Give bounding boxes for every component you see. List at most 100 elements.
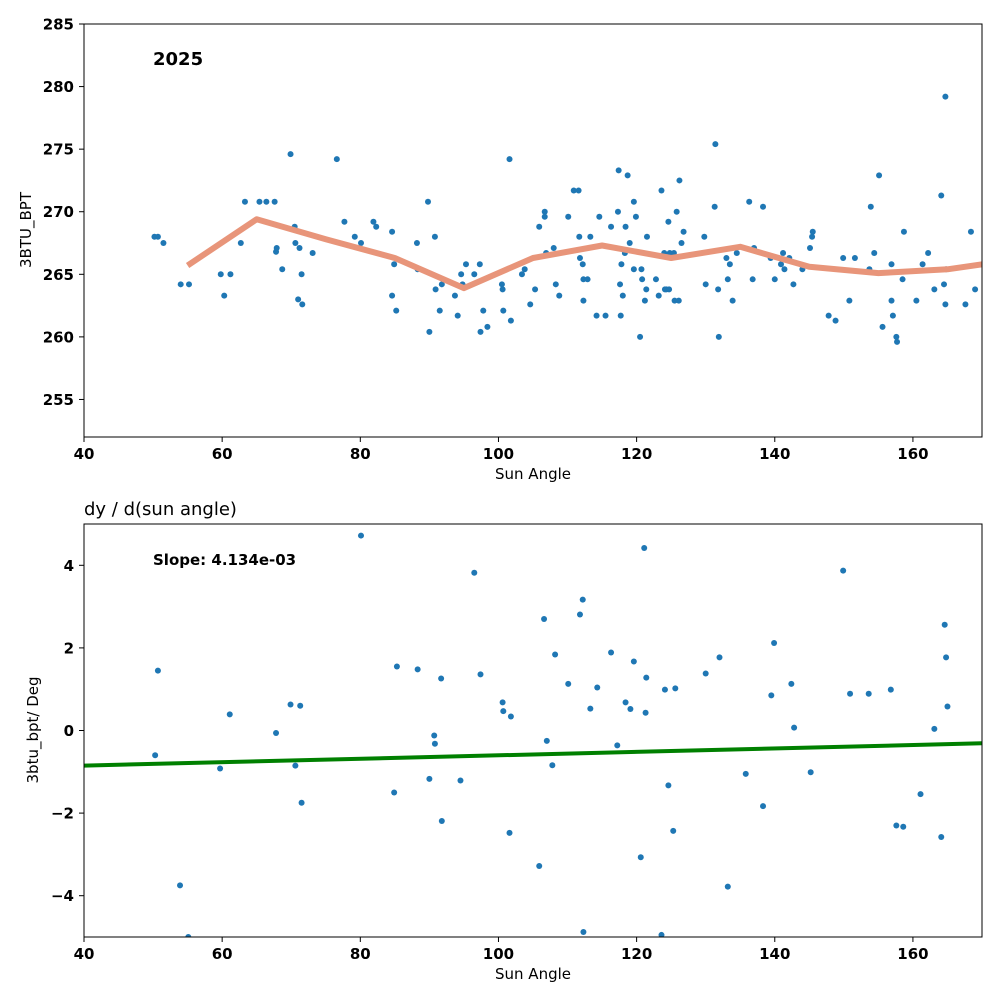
- bottom-data-point: [177, 882, 184, 889]
- top-data-point: [580, 276, 587, 283]
- bottom-data-point: [931, 725, 938, 732]
- top-data-point: [436, 307, 443, 314]
- top-x-tick-label: 100: [483, 445, 514, 463]
- bottom-data-point: [587, 705, 594, 712]
- bottom-y-tick-label: −2: [51, 805, 74, 823]
- top-data-point: [602, 312, 609, 319]
- bottom-data-point: [760, 803, 767, 810]
- top-data-point: [584, 276, 591, 283]
- top-data-point: [550, 245, 557, 252]
- top-data-point: [298, 271, 305, 278]
- top-data-point: [876, 172, 883, 179]
- top-data-point: [658, 187, 665, 194]
- top-data-point: [771, 276, 778, 283]
- top-data-point: [471, 271, 478, 278]
- bottom-x-tick-label: 100: [483, 945, 514, 963]
- top-data-point: [942, 301, 949, 308]
- top-data-point: [643, 286, 650, 293]
- top-data-point: [781, 266, 788, 273]
- top-data-point: [919, 261, 926, 268]
- top-data-point: [619, 292, 626, 299]
- slope-annotation: Slope: 4.134e-03: [153, 551, 296, 569]
- top-data-point: [678, 240, 685, 247]
- bottom-data-point: [641, 544, 648, 551]
- bottom-data-point: [637, 854, 644, 861]
- bottom-data-point: [152, 752, 159, 759]
- top-data-point: [608, 223, 615, 230]
- bottom-y-tick-label: −4: [51, 887, 74, 905]
- bottom-y-tick-label: 2: [64, 639, 74, 657]
- top-data-point: [263, 198, 270, 205]
- bottom-data-point: [941, 621, 948, 628]
- top-data-point: [777, 261, 784, 268]
- top-data-point: [733, 250, 740, 257]
- bottom-data-point: [865, 690, 872, 697]
- bottom-fit-line: [84, 741, 982, 768]
- top-data-point: [899, 276, 906, 283]
- bottom-data-point: [500, 708, 507, 715]
- top-data-point: [726, 261, 733, 268]
- top-data-point: [614, 208, 621, 215]
- bottom-y-tick-label: 0: [64, 722, 74, 740]
- bottom-data-point: [357, 532, 364, 539]
- bottom-data-point: [840, 567, 847, 574]
- top-data-point: [271, 198, 278, 205]
- bottom-data-point: [431, 740, 438, 747]
- top-x-tick-label: 80: [350, 445, 371, 463]
- bottom-data-point: [393, 663, 400, 670]
- top-data-point: [617, 281, 624, 288]
- top-data-point: [541, 208, 548, 215]
- top-data-point: [942, 93, 949, 100]
- top-data-point: [521, 266, 528, 273]
- bottom-data-point: [594, 684, 601, 691]
- top-data-point: [458, 271, 465, 278]
- top-data-point: [480, 307, 487, 314]
- bottom-data-point: [579, 596, 586, 603]
- bottom-data-point: [543, 737, 550, 744]
- top-data-point: [451, 292, 458, 299]
- top-data-point: [617, 312, 624, 319]
- top-data-point: [484, 323, 491, 330]
- top-data-point: [507, 317, 514, 324]
- top-data-point: [879, 323, 886, 330]
- bottom-data-point: [506, 829, 513, 836]
- top-data-point: [675, 297, 682, 304]
- top-data-point: [518, 271, 525, 278]
- top-data-point: [724, 276, 731, 283]
- bottom-data-point: [217, 765, 224, 772]
- top-data-point: [389, 292, 396, 299]
- bottom-plot-frame: [83, 523, 983, 938]
- top-plot-frame: [83, 23, 983, 438]
- bottom-data-point: [768, 692, 775, 699]
- top-data-point: [666, 286, 673, 293]
- top-data-point: [393, 307, 400, 314]
- top-data-point: [477, 328, 484, 335]
- top-data-point: [576, 255, 583, 262]
- top-data-point: [780, 250, 787, 257]
- top-data-point: [370, 218, 377, 225]
- top-data-point: [729, 297, 736, 304]
- top-data-point: [438, 281, 445, 288]
- top-data-point: [941, 281, 948, 288]
- top-data-point: [580, 297, 587, 304]
- bottom-data-point: [297, 702, 304, 709]
- bottom-data-point: [287, 701, 294, 708]
- bottom-data-point: [716, 654, 723, 661]
- top-data-point: [431, 233, 438, 240]
- bottom-data-point: [507, 713, 514, 720]
- bottom-data-point: [477, 671, 484, 678]
- bottom-data-point: [471, 569, 478, 576]
- top-data-point: [825, 312, 832, 319]
- bottom-data-point: [670, 827, 677, 834]
- top-panel: 40 60 80 100 120 140 160255260265270275280285 …: [17, 16, 983, 483]
- top-x-axis-label: Sun Angle: [495, 465, 571, 483]
- top-data-point: [913, 297, 920, 304]
- top-data-point: [498, 281, 505, 288]
- bottom-y-axis-label: 3btu_bpt/ Deg: [24, 677, 43, 784]
- bottom-data-point: [900, 823, 907, 830]
- top-data-point: [454, 312, 461, 319]
- top-data-point: [655, 292, 662, 299]
- bottom-x-tick-label: 120: [621, 945, 652, 963]
- top-data-point: [575, 187, 582, 194]
